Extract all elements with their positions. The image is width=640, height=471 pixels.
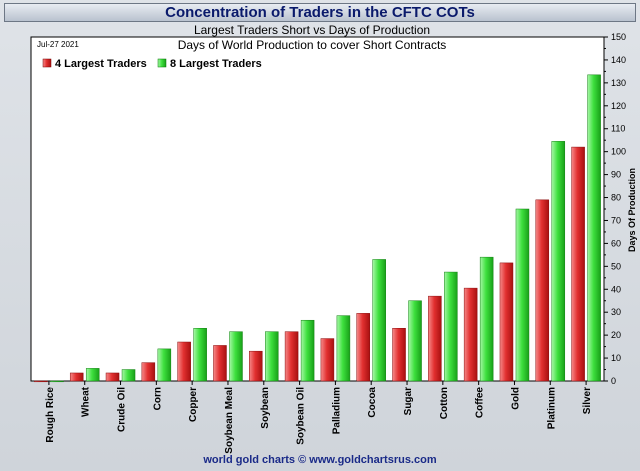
bar-soybean-series-2: [265, 331, 279, 382]
y-tick-label: 140: [611, 55, 626, 65]
x-tick-label: Palladium: [331, 387, 342, 434]
legend-swatch-8-largest: [157, 58, 167, 68]
y-tick-label: 80: [611, 193, 621, 203]
bar-palladium-series-1: [320, 338, 335, 382]
y-tick-label: 20: [611, 330, 621, 340]
y-axis-label: Days Of Production: [627, 168, 637, 252]
y-tick-label: 70: [611, 215, 621, 225]
x-tick-label: Soybean Oil: [296, 387, 307, 445]
legend-label-4-largest: 4 Largest Traders: [55, 58, 147, 70]
bar-platinum-series-2: [551, 141, 566, 382]
bar-soybean-meal-series-2: [229, 331, 243, 382]
bar-soybean-oil-series-2: [300, 319, 315, 382]
bar-cotton-series-1: [428, 295, 442, 382]
y-axis: 0 10 20 30 40 50 60 70 80 90 100 110 120 130 140 150: [604, 32, 626, 386]
y-tick-label: 90: [611, 170, 621, 180]
x-tick-label: Coffee: [475, 387, 486, 419]
legend-label-8-largest: 8 Largest Traders: [170, 58, 262, 70]
x-tick-label: Cocoa: [367, 387, 378, 418]
bar-cocoa-series-1: [356, 313, 370, 382]
y-tick-label: 60: [611, 238, 621, 248]
y-tick-label: 40: [611, 284, 621, 294]
x-tick-label: Soybean: [260, 387, 271, 429]
bar-palladium-series-2: [336, 315, 351, 382]
y-tick-label: 100: [611, 147, 626, 157]
bar-crude-oil-series-2: [121, 369, 136, 382]
bar-silver-series-2: [587, 74, 601, 382]
bar-corn-series-1: [141, 362, 156, 382]
x-tick-label: Crude Oil: [117, 387, 128, 432]
legend: 4 Largest Traders 8 Largest Traders: [42, 58, 262, 70]
bar-gold-series-2: [515, 208, 530, 382]
bar-copper-series-2: [193, 328, 207, 382]
date-label: Jul-27 2021: [37, 40, 79, 49]
bar-corn-series-2: [157, 348, 172, 382]
x-tick-label: Copper: [188, 387, 199, 422]
y-tick-label: 50: [611, 261, 621, 271]
bar-wheat-series-1: [69, 372, 84, 382]
x-tick-label: Corn: [152, 387, 163, 410]
chart-subtitle-2: Days of World Production to cover Short …: [178, 38, 447, 52]
bar-crude-oil-series-1: [105, 372, 120, 382]
x-tick-label: Platinum: [546, 387, 557, 429]
bar-wheat-series-2: [85, 368, 100, 382]
y-tick-label: 130: [611, 78, 626, 88]
x-tick-label: Rough Rice: [45, 387, 56, 443]
bar-platinum-series-1: [535, 199, 550, 382]
bar-cotton-series-2: [444, 271, 458, 382]
bar-copper-series-1: [177, 341, 191, 382]
bar-soybean-oil-series-1: [284, 331, 299, 382]
bars-group: [34, 74, 601, 383]
bar-sugar-series-1: [392, 328, 406, 382]
chart-title: Concentration of Traders in the CFTC COT…: [165, 4, 475, 21]
bar-rough-rice-series-1: [34, 380, 48, 383]
y-tick-label: 30: [611, 307, 621, 317]
bar-coffee-series-1: [463, 287, 478, 382]
bar-soybean-series-1: [249, 350, 263, 382]
x-tick-label: Wheat: [81, 386, 92, 417]
bar-sugar-series-2: [408, 300, 422, 382]
y-tick-label: 120: [611, 101, 626, 111]
title-bar: Concentration of Traders in the CFTC COT…: [4, 3, 636, 22]
bar-silver-series-1: [571, 146, 585, 382]
footer-credit: world gold charts © www.goldchartsrus.co…: [203, 454, 437, 466]
x-axis: Rough Rice Wheat Crude Oil Corn Copper Soybea…: [45, 381, 593, 454]
y-tick-label: 0: [611, 376, 616, 386]
y-tick-label: 150: [611, 32, 626, 42]
chart-subtitle-1: Largest Traders Short vs Days of Product…: [194, 23, 430, 37]
bar-coffee-series-2: [479, 256, 494, 382]
x-tick-label: Gold: [510, 387, 521, 410]
y-tick-label: 10: [611, 353, 621, 363]
x-tick-label: Sugar: [403, 387, 414, 415]
x-tick-label: Silver: [582, 387, 593, 414]
bar-soybean-meal-series-1: [213, 345, 227, 382]
x-tick-label: Cotton: [439, 387, 450, 419]
legend-swatch-4-largest: [42, 58, 52, 68]
x-tick-label: Soybean Meal: [224, 387, 235, 454]
bar-rough-rice-series-2: [50, 380, 64, 383]
y-tick-label: 110: [611, 124, 625, 134]
bar-gold-series-1: [499, 262, 514, 382]
bar-cocoa-series-2: [372, 259, 386, 382]
